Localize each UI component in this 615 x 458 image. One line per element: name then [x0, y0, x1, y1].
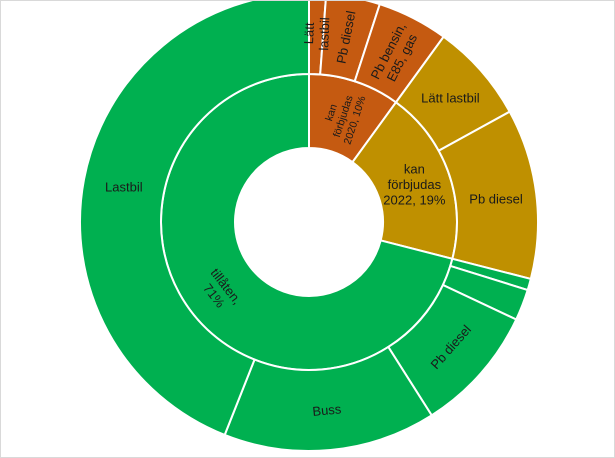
inner-ring — [160, 72, 458, 371]
outer-label-pb-diesel: Pb diesel — [469, 191, 523, 206]
outer-label-lätt-lastbil: Lättlastbil — [300, 16, 332, 50]
outer-ring — [78, 1, 539, 452]
outer-label-lastbil: Lastbil — [105, 179, 143, 194]
outer-label-lätt-lastbil: Lätt lastbil — [421, 90, 480, 105]
outer-segment-lastbil-9 — [78, 1, 310, 437]
inner-label-kan-förbjudas-2022-19: kan förbjudas 2022, 19% — [383, 161, 446, 207]
outer-label-buss: Buss — [312, 401, 343, 419]
